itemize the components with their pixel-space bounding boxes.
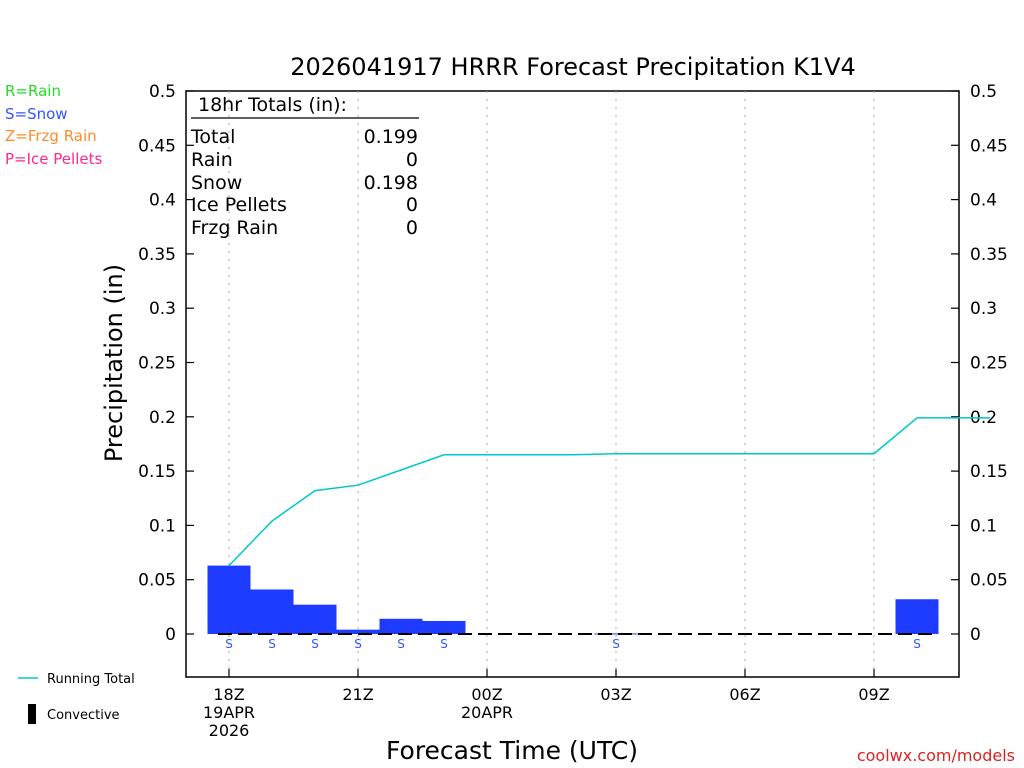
legend-frzg-rain: Z=Frzg Rain <box>5 127 97 145</box>
snow-bar <box>422 620 466 634</box>
y-tick-label-left: 0.45 <box>138 136 176 156</box>
totals-label-rain: Rain <box>191 149 233 171</box>
y-tick-label-right: 0.4 <box>970 191 997 211</box>
ptype-marker: S <box>268 637 276 651</box>
y-tick-label-left: 0.3 <box>149 299 176 319</box>
ptype-marker: S <box>354 637 362 651</box>
y-tick-label-left: 0.05 <box>138 571 176 591</box>
legend-snow: S=Snow <box>5 105 68 123</box>
x-tick-label: 21Z <box>342 685 373 704</box>
y-tick-label-right: 0.5 <box>970 82 997 102</box>
ptype-marker: S <box>311 637 319 651</box>
y-tick-label-right: 0.1 <box>970 516 997 536</box>
snow-bar <box>207 565 251 634</box>
y-tick-label-left: 0.2 <box>149 408 176 428</box>
ptype-marker: S <box>225 637 233 651</box>
snow-bar <box>336 629 380 634</box>
x-tick-label: 00Z <box>471 685 502 704</box>
legend-rain: R=Rain <box>5 82 61 100</box>
x-tick-label: 18Z <box>213 685 244 704</box>
x-axis-label: Forecast Time (UTC) <box>386 736 638 765</box>
convective-swatch <box>28 704 36 724</box>
y-tick-label-right: 0.25 <box>970 354 1008 374</box>
totals-box: 18hr Totals (in): Total 0.199 Rain 0 Sno… <box>190 94 419 239</box>
y-tick-label-left: 0.1 <box>149 516 176 536</box>
ptype-legend: R=Rain S=Snow Z=Frzg Rain P=Ice Pellets <box>5 82 102 168</box>
totals-value-snow: 0.198 <box>364 172 418 194</box>
y-axis-label: Precipitation (in) <box>100 264 128 462</box>
snow-bar <box>379 618 423 634</box>
credit-text: coolwx.com/models <box>857 746 1015 765</box>
y-tick-label-left: 0.15 <box>138 462 176 482</box>
y-tick-label-right: 0.45 <box>970 136 1008 156</box>
y-axis-right: 00.050.10.150.20.250.30.350.40.450.5 <box>951 82 1008 645</box>
ptype-marker: S <box>440 637 448 651</box>
y-tick-label-right: 0.05 <box>970 571 1008 591</box>
legend-ice-pellets: P=Ice Pellets <box>5 150 102 168</box>
y-tick-label-left: 0.5 <box>149 82 176 102</box>
legend-running-total: Running Total <box>47 672 135 687</box>
y-tick-label-right: 0.3 <box>970 299 997 319</box>
y-tick-label-right: 0 <box>970 625 981 645</box>
x-tick-label: 03Z <box>600 685 631 704</box>
totals-value-ice-pellets: 0 <box>406 194 418 216</box>
ptype-marker: S <box>612 637 620 651</box>
y-tick-label-right: 0.15 <box>970 462 1008 482</box>
totals-label-total: Total <box>190 126 235 148</box>
totals-label-frzg-rain: Frzg Rain <box>191 217 278 239</box>
y-tick-label-left: 0 <box>165 625 176 645</box>
precip-bars <box>207 565 939 635</box>
bottom-legend: Running Total Convective <box>18 672 135 724</box>
x-tick-label: 20APR <box>461 703 513 722</box>
vertical-gridlines <box>228 91 875 677</box>
totals-value-total: 0.199 <box>364 126 418 148</box>
x-tick-label: 2026 <box>209 721 250 740</box>
snow-bar <box>895 599 939 634</box>
x-tick-label: 06Z <box>729 685 760 704</box>
y-tick-label-left: 0.25 <box>138 354 176 374</box>
totals-value-rain: 0 <box>406 149 418 171</box>
snow-bar <box>594 633 638 635</box>
ptype-marker: S <box>397 637 405 651</box>
y-tick-label-left: 0.4 <box>149 191 176 211</box>
plot-frame <box>185 90 960 678</box>
y-axis-left: 0 0.05 0.1 0.15 0.2 0.25 0.3 0.35 0.4 0.45 0.5 <box>138 82 194 645</box>
totals-label-ice-pellets: Ice Pellets <box>191 194 287 216</box>
y-tick-label-right: 0.35 <box>970 245 1008 265</box>
running-total-line <box>228 417 991 567</box>
x-tick-label: 09Z <box>858 685 889 704</box>
x-tick-label: 19APR <box>203 703 255 722</box>
y-tick-label-left: 0.35 <box>138 245 176 265</box>
legend-convective: Convective <box>47 708 120 723</box>
totals-header: 18hr Totals (in): <box>198 94 347 116</box>
totals-value-frzg-rain: 0 <box>406 217 418 239</box>
totals-label-snow: Snow <box>191 172 242 194</box>
chart-title: 2026041917 HRRR Forecast Precipitation K… <box>290 53 856 81</box>
ptype-marker: S <box>913 637 921 651</box>
snow-bar <box>250 589 294 634</box>
snow-bar <box>293 604 337 634</box>
